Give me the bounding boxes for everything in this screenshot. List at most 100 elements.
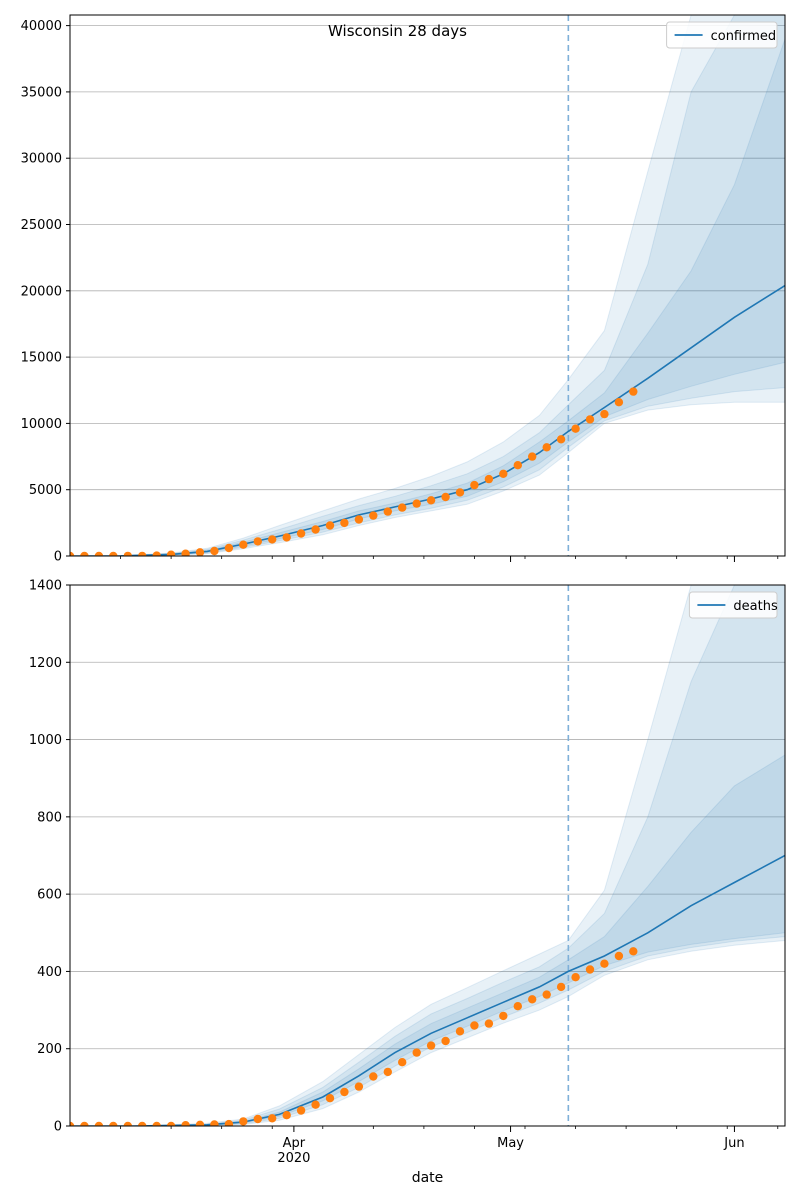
y-tick-label: 20000 [21, 284, 62, 299]
data-point [239, 540, 248, 549]
data-point [253, 537, 262, 546]
data-point [94, 1121, 104, 1126]
legend-box [688, 591, 778, 619]
data-point [513, 461, 522, 470]
plot-frame [69, 14, 786, 557]
data-point [354, 515, 364, 524]
y-tick-label: 5000 [29, 483, 62, 498]
data-point [470, 480, 479, 490]
data-point [138, 1121, 147, 1126]
y-tick-label: 40000 [21, 19, 62, 34]
y-tick-label: 600 [37, 888, 62, 903]
data-point [325, 521, 335, 530]
y-tick-label: 0 [54, 550, 62, 565]
band-inner [70, 754, 785, 1126]
data-point [109, 1121, 118, 1126]
data-point [426, 1041, 436, 1050]
data-point [441, 492, 450, 502]
data-point [152, 1121, 161, 1126]
y-tick-label: 1000 [29, 733, 62, 748]
data-point [542, 990, 551, 999]
data-point [109, 551, 118, 556]
data-point [528, 995, 537, 1004]
legend-label: confirmed [711, 29, 777, 44]
data-point [224, 1119, 234, 1126]
data-point [484, 1019, 494, 1028]
data-point [556, 435, 566, 444]
data-point [629, 387, 638, 396]
data-point [123, 551, 132, 556]
data-point [600, 959, 609, 968]
data-point [354, 1082, 364, 1091]
x-tick-label: Jun [723, 1136, 744, 1151]
data-point [398, 503, 407, 512]
data-point [282, 1111, 291, 1120]
y-tick-label: 25000 [21, 218, 62, 233]
data-point [311, 525, 320, 534]
data-point [412, 499, 421, 508]
y-tick-label: 0 [54, 1120, 62, 1135]
y-tick-label: 15000 [21, 351, 62, 366]
data-point [383, 1067, 392, 1077]
y-tick-label: 1200 [29, 656, 62, 671]
data-point [296, 1106, 306, 1115]
legend-label: deaths [733, 599, 778, 614]
data-point [210, 1120, 219, 1126]
plot-area [70, 585, 785, 1126]
data-point [340, 518, 349, 528]
y-tick-label: 1400 [29, 579, 62, 594]
plot-area [70, 15, 785, 556]
data-point [181, 1121, 190, 1126]
data-point [80, 551, 89, 556]
data-point [426, 496, 436, 505]
data-point [325, 1094, 335, 1103]
data-point [629, 947, 638, 956]
legend: deaths [688, 591, 778, 619]
data-point [70, 551, 75, 556]
data-point [455, 1027, 465, 1036]
legend: confirmed [666, 21, 778, 49]
y-tick-label: 400 [37, 965, 62, 980]
data-point [282, 533, 291, 542]
band-middle [70, 585, 785, 1126]
x-tick-label: May [497, 1136, 524, 1151]
data-point [499, 469, 508, 478]
x-tick-sublabel: 2020 [277, 1151, 310, 1166]
data-point [398, 1058, 407, 1067]
data-point [123, 1121, 132, 1126]
data-point [614, 398, 624, 407]
data-point [369, 511, 378, 520]
data-point [166, 1121, 176, 1126]
data-point [195, 1120, 205, 1126]
data-point [412, 1048, 421, 1057]
plot-frame [69, 584, 786, 1127]
data-point [528, 452, 537, 461]
chart-title: Wisconsin 28 days [328, 22, 467, 40]
x-tick-label: Apr [283, 1136, 306, 1151]
data-point [571, 424, 580, 433]
data-point [268, 1114, 277, 1123]
data-point [441, 1036, 450, 1046]
data-point [614, 951, 624, 961]
data-point [166, 550, 176, 556]
data-point [571, 973, 580, 982]
data-point [70, 1121, 75, 1126]
y-tick-label: 800 [37, 810, 62, 825]
y-tick-label: 35000 [21, 85, 62, 100]
data-point [585, 965, 595, 974]
data-point [296, 529, 306, 538]
data-point [585, 415, 595, 424]
y-tick-label: 10000 [21, 417, 62, 432]
band-outer [70, 15, 785, 556]
data-point [513, 1002, 522, 1011]
data-point [484, 474, 494, 484]
chart-panel-1: 0 5000 10000 15000 20000 25000 30000 35000 40000… [21, 14, 786, 565]
data-point [340, 1087, 349, 1097]
data-point [556, 982, 566, 992]
data-point [138, 551, 147, 556]
data-point [369, 1072, 378, 1081]
data-point [195, 548, 205, 556]
